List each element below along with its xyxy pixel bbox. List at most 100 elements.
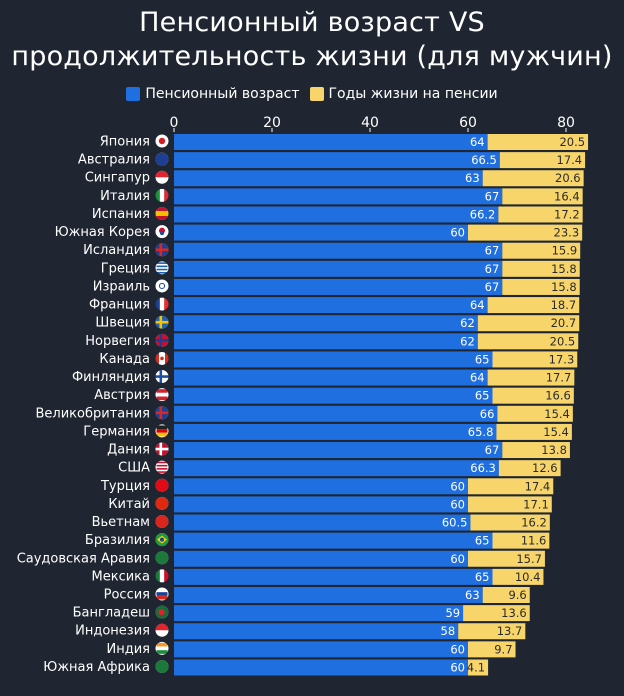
bar-years-on-pension xyxy=(502,442,570,459)
category-label: Франция xyxy=(89,298,150,313)
flag-detail xyxy=(158,609,165,616)
flag-detail xyxy=(155,351,159,365)
flag-detail xyxy=(155,659,169,673)
data-label-years-on-pension: 18.7 xyxy=(551,298,577,312)
bar-retirement-age xyxy=(174,333,478,350)
data-label-retirement-age: 58 xyxy=(441,624,456,638)
category-label: Сингапур xyxy=(85,171,150,186)
flag-detail xyxy=(156,464,168,467)
data-label-years-on-pension: 4.1 xyxy=(467,660,485,674)
data-label-retirement-age: 60.5 xyxy=(442,516,468,530)
bar-years-on-pension xyxy=(498,206,583,223)
data-label-years-on-pension: 16.6 xyxy=(545,389,571,403)
category-label: Италия xyxy=(100,189,150,204)
x-tick-label: 60 xyxy=(459,115,477,131)
bar-retirement-age xyxy=(174,405,498,422)
data-label-years-on-pension: 17.1 xyxy=(523,497,549,511)
greece-flag-icon xyxy=(155,260,169,275)
flag-detail xyxy=(156,429,168,433)
bar-years-on-pension xyxy=(470,514,550,531)
category-label: Швеция xyxy=(95,316,150,331)
usa-flag-icon xyxy=(155,460,169,475)
data-label-years-on-pension: 17.7 xyxy=(546,371,572,385)
data-label-years-on-pension: 15.4 xyxy=(544,407,570,421)
flag-detail xyxy=(156,646,168,651)
category-label: США xyxy=(118,461,150,476)
flag-detail xyxy=(156,425,168,430)
bar-retirement-age xyxy=(174,278,503,295)
legend-label-retirement: Пенсионный возраст xyxy=(145,86,300,102)
data-label-retirement-age: 60 xyxy=(450,660,465,674)
bar-years-on-pension xyxy=(497,405,573,422)
flag-detail xyxy=(155,188,160,202)
category-label: Дания xyxy=(107,443,150,458)
data-label-years-on-pension: 20.5 xyxy=(550,334,576,348)
data-label-years-on-pension: 9.7 xyxy=(494,642,512,656)
bar-retirement-age xyxy=(174,423,497,440)
flag-detail xyxy=(159,333,163,347)
category-label: Япония xyxy=(100,135,150,150)
flag-detail xyxy=(159,406,163,420)
flag-detail xyxy=(164,188,169,202)
data-label-retirement-age: 65 xyxy=(475,534,490,548)
flag-detail xyxy=(156,268,168,271)
flag-detail xyxy=(156,642,168,647)
bar-retirement-age xyxy=(174,496,468,513)
bar-years-on-pension xyxy=(468,224,583,241)
category-label: Израиль xyxy=(93,279,150,294)
data-label-years-on-pension: 20.6 xyxy=(555,171,581,185)
bar-retirement-age xyxy=(174,260,503,277)
flag-detail xyxy=(155,551,169,565)
flag-detail xyxy=(156,271,168,274)
bar-years-on-pension xyxy=(458,623,526,640)
flag-detail xyxy=(155,297,160,311)
category-label: Южная Корея xyxy=(55,225,150,240)
flag-detail xyxy=(155,152,169,166)
data-label-retirement-age: 63 xyxy=(465,588,480,602)
data-label-years-on-pension: 20.5 xyxy=(559,135,585,149)
data-label-retirement-age: 63 xyxy=(465,171,480,185)
data-label-retirement-age: 66 xyxy=(480,407,495,421)
data-label-retirement-age: 60 xyxy=(450,497,465,511)
data-label-retirement-age: 66.5 xyxy=(471,153,497,167)
bar-retirement-age xyxy=(174,623,459,640)
bar-retirement-age xyxy=(174,532,493,549)
bar-retirement-age xyxy=(174,568,493,585)
data-label-years-on-pension: 23.3 xyxy=(554,226,580,240)
flag-detail xyxy=(160,537,164,542)
bar-retirement-age xyxy=(174,152,500,169)
category-label: Мексика xyxy=(92,569,150,584)
flag-detail xyxy=(158,137,166,145)
bar-retirement-age xyxy=(174,478,468,495)
bar-retirement-age xyxy=(174,188,503,205)
data-label-years-on-pension: 13.6 xyxy=(501,606,527,620)
flag-detail xyxy=(164,569,169,583)
x-tick-label: 80 xyxy=(557,115,575,131)
flag-detail xyxy=(156,265,168,268)
bar-retirement-age xyxy=(174,442,503,459)
bar-retirement-age xyxy=(174,514,471,531)
flag-detail xyxy=(164,297,169,311)
category-label: Исландия xyxy=(83,243,150,258)
category-label: Россия xyxy=(104,588,150,603)
data-label-years-on-pension: 16.2 xyxy=(521,516,547,530)
data-label-years-on-pension: 20.7 xyxy=(551,316,577,330)
bar-years-on-pension xyxy=(468,496,552,513)
category-label: Финляндия xyxy=(72,370,150,385)
bar-years-on-pension xyxy=(502,260,580,277)
category-label: Австралия xyxy=(78,153,150,168)
legend-swatch-retirement xyxy=(126,87,141,101)
flag-detail xyxy=(155,478,169,492)
data-label-years-on-pension: 10.4 xyxy=(515,570,541,584)
bar-years-on-pension xyxy=(477,333,579,350)
bar-years-on-pension xyxy=(487,134,589,150)
bar-retirement-age xyxy=(174,315,478,332)
legend: Пенсионный возраст Годы жизни на пенсии xyxy=(0,86,624,102)
bar-retirement-age xyxy=(174,297,488,314)
data-label-retirement-age: 67 xyxy=(485,262,500,276)
bar-retirement-age xyxy=(174,224,468,241)
category-label: Китай xyxy=(108,497,150,512)
data-label-retirement-age: 67 xyxy=(485,280,500,294)
category-label: Германия xyxy=(83,424,150,439)
